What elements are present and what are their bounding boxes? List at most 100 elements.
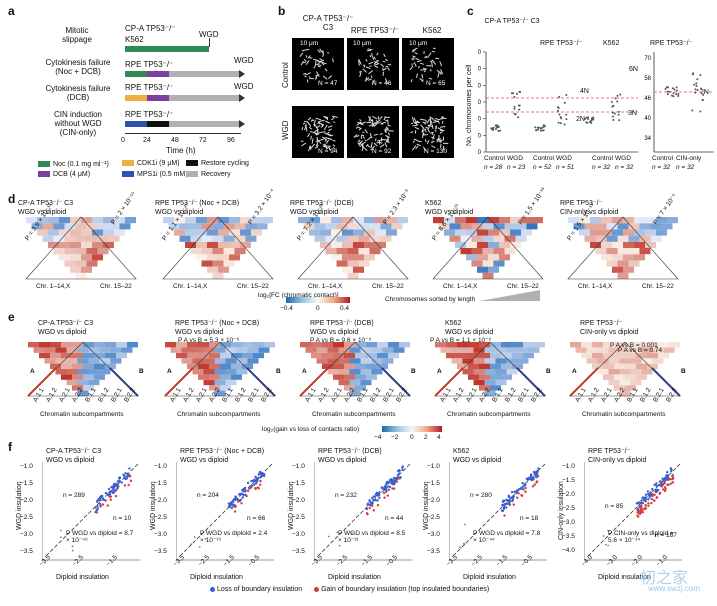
gain-point bbox=[512, 503, 515, 506]
chromosome-mark bbox=[422, 132, 425, 136]
heat-cell bbox=[444, 229, 455, 236]
heat-cell bbox=[88, 379, 100, 386]
loss-point bbox=[366, 502, 370, 506]
gain-point bbox=[368, 506, 371, 510]
c-ytick: 80 bbox=[478, 83, 482, 89]
chromosome-mark bbox=[370, 145, 373, 148]
heat-cell bbox=[532, 217, 543, 224]
c-point bbox=[542, 124, 545, 127]
c-point bbox=[672, 92, 675, 95]
loss-point bbox=[513, 490, 516, 493]
loss-point bbox=[104, 491, 108, 495]
heat-cell bbox=[234, 235, 246, 242]
gain-point bbox=[398, 477, 401, 480]
loss-point bbox=[242, 489, 245, 493]
loss-point bbox=[108, 490, 111, 494]
heat-cell bbox=[586, 347, 598, 353]
heat-cell bbox=[336, 260, 348, 267]
f-ytick: −1.5 bbox=[427, 480, 440, 487]
heat-cell bbox=[592, 352, 603, 359]
chromosome-mark bbox=[332, 58, 334, 63]
heat-cell bbox=[196, 241, 207, 248]
chromosome-mark bbox=[379, 121, 382, 124]
heat-cell bbox=[658, 352, 669, 359]
heat-cell bbox=[50, 352, 61, 359]
heat-cell bbox=[33, 347, 45, 353]
chromosome-mark bbox=[413, 62, 416, 65]
chromosome-mark bbox=[435, 125, 438, 130]
f-title-line1: RPE TP53⁻/⁻ (Noc + DCB) bbox=[180, 448, 265, 455]
chromosome-mark bbox=[384, 78, 388, 84]
chromosome-mark bbox=[373, 142, 378, 147]
e-a-label: A bbox=[302, 368, 307, 375]
heat-cell bbox=[597, 369, 609, 375]
heat-cell bbox=[501, 342, 512, 348]
panel-f-letter: f bbox=[8, 440, 12, 454]
e-xlabel: Chromatin subcompartments bbox=[40, 411, 124, 418]
chromosome-mark bbox=[328, 75, 333, 80]
loss-point bbox=[653, 483, 656, 487]
chromosome-mark bbox=[357, 142, 362, 148]
loss-point bbox=[233, 497, 236, 501]
loss-point bbox=[401, 468, 404, 471]
loss-point bbox=[655, 484, 658, 488]
c-point bbox=[584, 117, 587, 120]
e-title-line2: WGD vs diploid bbox=[310, 329, 359, 336]
chromosome-mark bbox=[359, 141, 363, 146]
loss-point bbox=[99, 505, 102, 508]
a-row4-line: RPE TP53⁻/⁻ bbox=[125, 110, 174, 119]
heat-cell bbox=[391, 223, 403, 230]
heat-cell bbox=[460, 248, 472, 255]
heat-cell bbox=[630, 379, 642, 386]
heat-cell bbox=[614, 374, 625, 380]
heat-cell bbox=[366, 342, 377, 348]
heat-cell bbox=[61, 363, 72, 369]
heat-cell bbox=[212, 272, 224, 279]
heat-cell bbox=[344, 342, 355, 348]
chromosome-mark bbox=[432, 134, 435, 140]
chromosome-mark bbox=[376, 59, 380, 62]
loss-point bbox=[386, 482, 390, 485]
heat-cell bbox=[360, 358, 372, 364]
heat-cell bbox=[331, 217, 342, 224]
f-insulation-scatter bbox=[42, 462, 140, 561]
f-ylabel: WGD insulation bbox=[16, 481, 23, 530]
chromosome-mark bbox=[420, 68, 426, 71]
chromosome-mark bbox=[314, 146, 318, 149]
heat-cell bbox=[584, 223, 596, 230]
heat-cell bbox=[380, 223, 392, 230]
chromosome-mark bbox=[420, 124, 425, 130]
chromosome-mark bbox=[322, 136, 327, 141]
heat-cell bbox=[44, 358, 56, 364]
heat-cell bbox=[196, 217, 207, 224]
c-xcat: WGD bbox=[507, 155, 523, 162]
chromosome-mark bbox=[379, 144, 385, 148]
e-colorbar bbox=[382, 426, 442, 432]
heat-cell bbox=[83, 363, 94, 369]
chromosome-mark bbox=[315, 117, 322, 121]
heat-cell bbox=[214, 379, 226, 386]
heat-cell bbox=[614, 363, 625, 369]
a-row1-end: WGD bbox=[199, 30, 219, 39]
heat-cell bbox=[203, 358, 215, 364]
chromosome-mark bbox=[305, 60, 310, 65]
heat-cell bbox=[355, 352, 366, 359]
panel-e-letter: e bbox=[8, 310, 15, 324]
loss-point bbox=[648, 496, 651, 499]
chromosome-mark bbox=[321, 50, 324, 54]
heat-cell bbox=[466, 229, 477, 236]
loss-point bbox=[98, 499, 101, 502]
heat-cell bbox=[179, 235, 191, 242]
heat-cell bbox=[495, 358, 507, 364]
chromosome-mark bbox=[331, 115, 335, 120]
e-b-label: B bbox=[139, 368, 144, 375]
chromosome-mark bbox=[410, 79, 413, 83]
heat-cell bbox=[64, 223, 76, 230]
chromosome-mark bbox=[366, 144, 371, 148]
f-ytick: −4.0 bbox=[562, 547, 575, 554]
f-ytick: −3.0 bbox=[292, 531, 305, 538]
chromosome-mark bbox=[307, 48, 310, 51]
chromosome-mark bbox=[365, 76, 368, 81]
heat-cell bbox=[623, 266, 634, 273]
heat-cell bbox=[314, 223, 326, 230]
